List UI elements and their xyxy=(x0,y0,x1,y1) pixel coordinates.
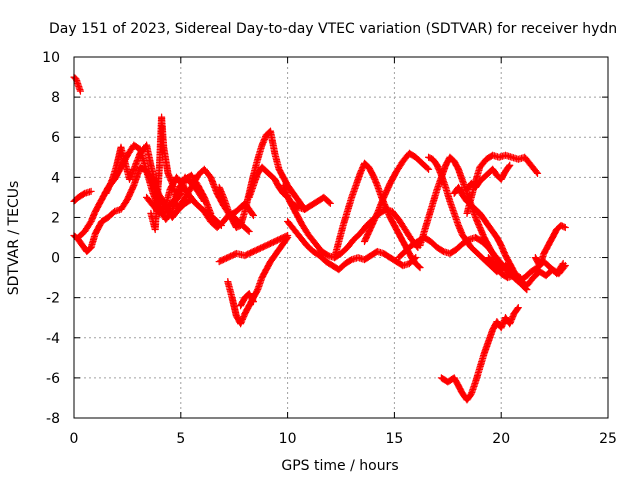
y-tick-label: -6 xyxy=(46,371,60,387)
x-tick-label: 10 xyxy=(279,431,297,447)
series-arc-11 xyxy=(224,233,292,328)
data-markers xyxy=(360,149,433,246)
y-tick-label: 0 xyxy=(51,251,60,267)
x-tick-label: 15 xyxy=(385,431,403,447)
y-tick-label: 10 xyxy=(42,50,60,66)
data-markers xyxy=(501,257,567,286)
series-arc-26 xyxy=(501,257,567,286)
x-tick-labels: 0 5 10 15 20 25 xyxy=(70,431,617,447)
data-markers xyxy=(215,231,292,266)
data-markers xyxy=(437,304,522,404)
y-tick-label: -8 xyxy=(46,411,60,427)
data-markers xyxy=(463,161,514,194)
data-markers xyxy=(224,233,292,328)
x-tick-label: 20 xyxy=(492,431,510,447)
series-arc-10 xyxy=(215,231,292,266)
tick-marks xyxy=(73,56,609,419)
y-tick-label: -2 xyxy=(46,291,60,307)
x-tick-label: 25 xyxy=(599,431,617,447)
series-arc-23 xyxy=(437,304,522,404)
series-arc-16 xyxy=(360,149,433,246)
plot-frame xyxy=(73,56,609,419)
series-arc-12 xyxy=(236,290,258,310)
y-axis-label: SDTVAR / TECUs xyxy=(6,181,22,296)
series-arc-22 xyxy=(463,161,514,194)
x-tick-label: 0 xyxy=(70,431,79,447)
y-tick-label: 6 xyxy=(51,130,60,146)
y-tick-label: -4 xyxy=(46,331,60,347)
y-tick-labels: -8 -6 -4 -2 0 2 4 6 8 10 xyxy=(42,50,60,427)
y-tick-label: 4 xyxy=(51,170,60,186)
data-markers xyxy=(236,290,258,310)
x-tick-label: 5 xyxy=(176,431,185,447)
y-tick-label: 2 xyxy=(51,210,60,226)
chart-title: Day 151 of 2023, Sidereal Day-to-day VTE… xyxy=(49,21,617,37)
x-axis-label: GPS time / hours xyxy=(281,458,398,474)
y-tick-label: 8 xyxy=(51,90,60,106)
series-arc-14 xyxy=(283,217,420,274)
data-markers xyxy=(283,217,420,274)
